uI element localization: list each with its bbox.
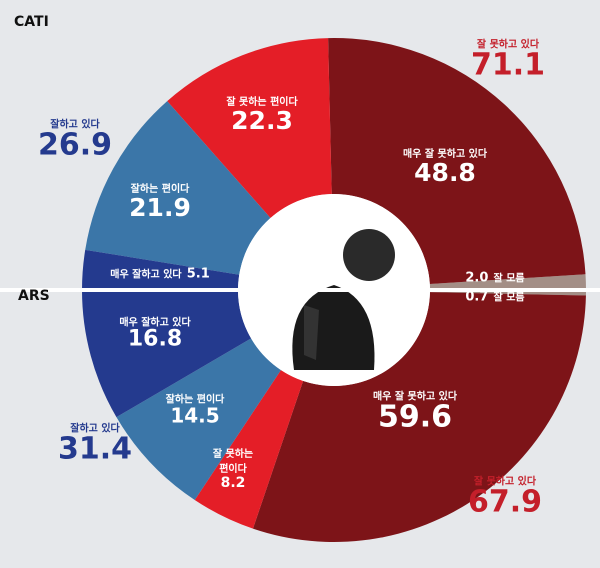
slice-label: 잘하는 편이다	[165, 394, 225, 406]
slice-value: 2.0	[465, 270, 489, 286]
slice-label: 잘 모름	[493, 273, 525, 285]
person-arm-icon	[304, 305, 319, 360]
slice-cati-3	[85, 101, 271, 275]
slice-label-ars-very-good: 매우 잘하고 있다 16.8	[119, 314, 190, 351]
slice-label-ars-very-bad: 매우 잘 못하고 있다 59.6	[373, 388, 457, 433]
slice-value: 16.8	[127, 326, 183, 352]
total-positive-cati: 잘하고 있다 26.9	[38, 116, 112, 161]
slice-value: 59.6	[377, 399, 453, 435]
total-positive-ars: 잘하고 있다 31.4	[58, 420, 132, 465]
slice-value: 21.9	[129, 193, 191, 222]
slice-label: 편이다	[219, 464, 247, 475]
total-negative-ars: 잘 못하고 있다 67.9	[468, 473, 542, 518]
total-label: 잘하고 있다	[50, 119, 100, 131]
total-value: 26.9	[37, 127, 113, 163]
slice-label-ars-unknown: 0.7 잘 모름	[465, 286, 524, 305]
total-value: 71.1	[470, 47, 546, 83]
slice-label: 잘 모름	[493, 292, 525, 304]
slice-value: 48.8	[414, 158, 476, 187]
slice-label-ars-bad: 잘 못하는 편이다 8.2	[213, 445, 253, 491]
slice-label-cati-unknown: 2.0 잘 모름	[465, 267, 524, 286]
total-label: 잘하고 있다	[70, 423, 120, 435]
slice-cati-1	[328, 38, 586, 284]
total-value: 67.9	[467, 484, 543, 520]
slice-label-ars-good: 잘하는 편이다 14.5	[166, 391, 225, 426]
slice-label-cati-bad: 잘 못하는 편이다 22.3	[226, 93, 297, 133]
total-value: 31.4	[57, 431, 133, 467]
slice-ars-4	[82, 290, 252, 418]
slice-label: 잘하는 편이다	[130, 184, 190, 195]
series-label-ars: ARS	[18, 288, 50, 304]
slice-label: 매우 잘하고 있다	[119, 317, 191, 329]
slice-cati-4	[82, 249, 240, 290]
slice-value: 22.3	[231, 106, 293, 135]
total-label: 잘 못하고 있다	[473, 476, 537, 488]
slice-label: 잘 못하는	[212, 449, 254, 460]
slice-ars-2	[194, 370, 304, 529]
slice-label: 매우 잘 못하고 있다	[402, 149, 488, 160]
slice-cati-2	[167, 38, 332, 219]
slice-value: 5.1	[186, 266, 210, 282]
slice-label: 매우 잘 못하고 있다	[372, 391, 458, 403]
total-label: 잘 못하고 있다	[476, 39, 540, 51]
slice-label: 잘 못하는 편이다	[226, 97, 298, 108]
slice-value: 14.5	[170, 403, 220, 428]
slice-value: 0.7	[465, 289, 489, 305]
total-negative-cati: 잘 못하고 있다 71.1	[471, 36, 545, 81]
slice-ars-1	[252, 292, 586, 543]
slice-cati-0	[429, 274, 586, 290]
slice-label-cati-good: 잘하는 편이다 21.9	[129, 180, 191, 220]
divider-line	[0, 288, 600, 292]
slice-label-cati-very-good: 매우 잘하고 있다 5.1	[110, 263, 210, 282]
series-label-cati: CATI	[14, 14, 49, 30]
slice-label: 매우 잘하고 있다	[110, 269, 182, 281]
slice-value: 8.2	[220, 475, 246, 491]
person-head-icon	[343, 229, 395, 281]
slice-ars-3	[116, 338, 281, 501]
slice-label-cati-very-bad: 매우 잘 못하고 있다 48.8	[403, 145, 487, 185]
